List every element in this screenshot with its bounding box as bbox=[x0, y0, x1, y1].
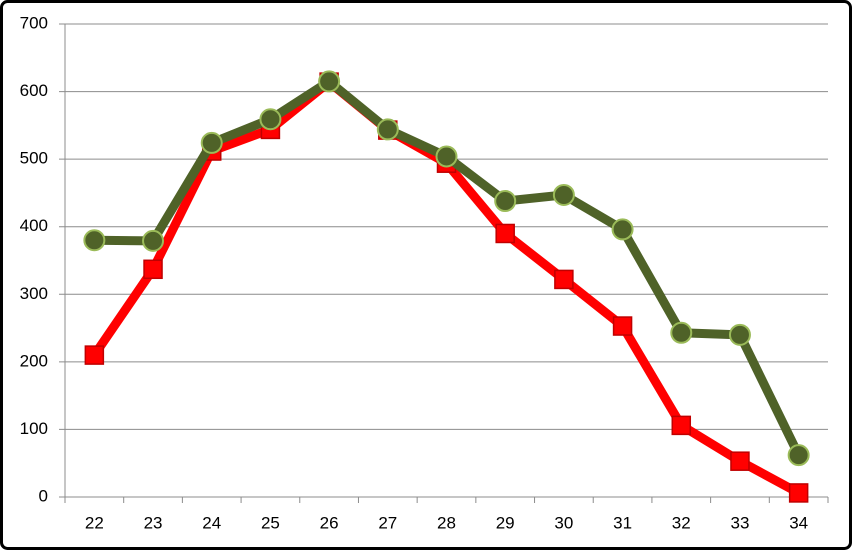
x-tick-label: 22 bbox=[85, 513, 104, 532]
marker bbox=[200, 131, 223, 154]
y-tick-label: 200 bbox=[20, 351, 48, 370]
x-tick-label: 30 bbox=[554, 513, 573, 532]
y-tick-label: 100 bbox=[20, 419, 48, 438]
y-tick-label: 300 bbox=[20, 284, 48, 303]
marker bbox=[670, 321, 693, 344]
marker bbox=[142, 229, 165, 252]
marker bbox=[259, 108, 282, 131]
y-tick-label: 500 bbox=[20, 149, 48, 168]
x-tick-label: 29 bbox=[496, 513, 515, 532]
marker bbox=[376, 118, 399, 141]
marker bbox=[612, 316, 633, 336]
marker bbox=[318, 70, 341, 93]
marker bbox=[435, 145, 458, 168]
marker bbox=[83, 229, 106, 252]
x-tick-label: 23 bbox=[144, 513, 163, 532]
x-tick-label: 32 bbox=[672, 513, 691, 532]
marker bbox=[787, 444, 810, 467]
x-tick-label: 31 bbox=[613, 513, 632, 532]
marker bbox=[554, 269, 574, 290]
marker bbox=[788, 483, 809, 503]
y-tick-label: 700 bbox=[20, 13, 48, 32]
x-tick-label: 27 bbox=[378, 513, 397, 532]
y-tick-label: 0 bbox=[39, 486, 48, 505]
marker bbox=[143, 259, 163, 280]
marker bbox=[728, 323, 751, 346]
marker bbox=[611, 218, 634, 241]
x-tick-label: 28 bbox=[437, 513, 456, 532]
marker bbox=[730, 451, 750, 471]
marker bbox=[84, 345, 105, 365]
x-tick-label: 34 bbox=[789, 513, 808, 532]
marker bbox=[671, 415, 692, 436]
x-tick-label: 26 bbox=[320, 513, 339, 532]
marker bbox=[552, 183, 575, 206]
y-tick-label: 600 bbox=[20, 81, 48, 100]
y-tick-label: 400 bbox=[20, 216, 48, 235]
x-tick-label: 24 bbox=[202, 513, 221, 532]
x-tick-label: 33 bbox=[731, 513, 750, 532]
marker bbox=[494, 190, 517, 213]
marker bbox=[495, 223, 515, 244]
x-tick-label: 25 bbox=[261, 513, 280, 532]
